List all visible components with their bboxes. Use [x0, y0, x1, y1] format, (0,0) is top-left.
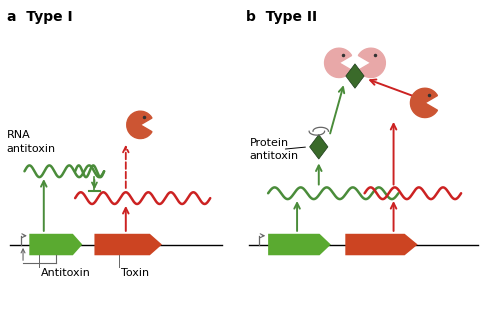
Text: Antitoxin: Antitoxin: [41, 268, 91, 278]
Polygon shape: [95, 234, 162, 255]
Text: RNA
antitoxin: RNA antitoxin: [7, 130, 56, 153]
Wedge shape: [127, 111, 152, 139]
Polygon shape: [346, 64, 364, 88]
Text: a  Type I: a Type I: [7, 10, 72, 24]
Polygon shape: [29, 234, 82, 255]
Wedge shape: [410, 88, 437, 118]
Polygon shape: [346, 234, 418, 255]
Wedge shape: [325, 48, 351, 78]
Polygon shape: [309, 135, 328, 159]
Text: Protein
antitoxin: Protein antitoxin: [250, 138, 299, 161]
Text: b  Type II: b Type II: [246, 10, 318, 24]
Polygon shape: [268, 234, 331, 255]
Wedge shape: [358, 48, 386, 78]
Text: Toxin: Toxin: [121, 268, 149, 278]
